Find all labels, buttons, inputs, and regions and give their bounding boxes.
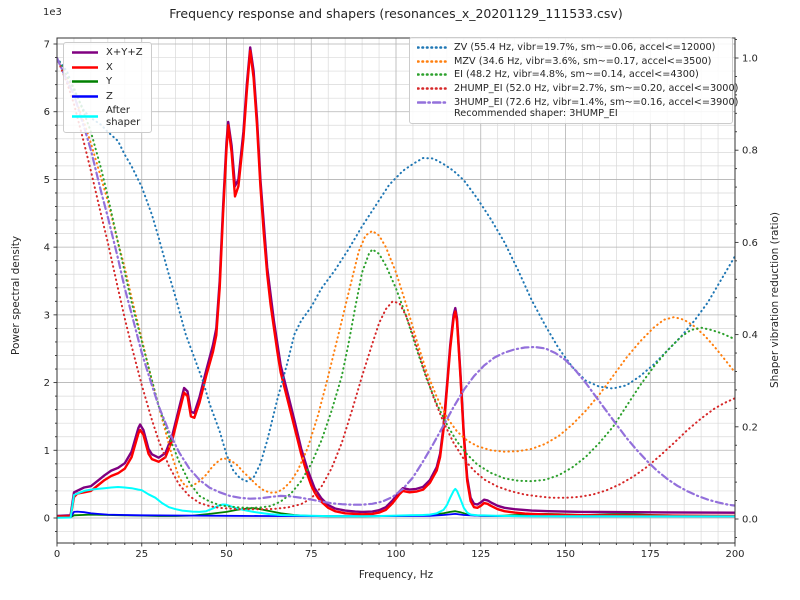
legend-swatch-dotted: [417, 59, 447, 63]
series-ei: [57, 57, 735, 509]
legend-item: After shaper: [71, 105, 143, 128]
legend-item: ZV (55.4 Hz, vibr=19.7%, sm~=0.06, accel…: [417, 42, 724, 53]
x-tick-label: 25: [135, 549, 148, 560]
x-tick-label: 125: [471, 549, 490, 560]
x-tick-label: 150: [556, 549, 575, 560]
legend-swatch-solid: [72, 65, 98, 69]
y-left-tick-label: 3: [44, 310, 50, 321]
legend-label: X: [106, 61, 113, 73]
y-axis-offset-text: 1e3: [43, 7, 62, 18]
legend-item: Z: [71, 91, 143, 103]
y-left-tick-label: 2: [44, 378, 50, 389]
chart-title: Frequency response and shapers (resonanc…: [169, 6, 623, 21]
y-right-tick-label: 1.0: [742, 54, 758, 65]
shaper-legend-rows: ZV (55.4 Hz, vibr=19.7%, sm~=0.06, accel…: [417, 42, 738, 108]
shaper-legend: ZV (55.4 Hz, vibr=19.7%, sm~=0.06, accel…: [409, 37, 738, 124]
recommended-shaper-text: Recommended shaper: 3HUMP_EI: [454, 107, 618, 119]
legend-label: MZV (34.6 Hz, vibr=3.6%, sm~=0.17, accel…: [454, 55, 712, 67]
psd-legend: X+Y+Z X Y Z After shaper: [63, 42, 152, 133]
y-axis-label-left: Power spectral density: [10, 235, 22, 355]
legend-swatch-solid: [72, 94, 98, 98]
y-right-tick-label: 0.0: [742, 515, 758, 526]
legend-item: EI (48.2 Hz, vibr=4.8%, sm~=0.14, accel<…: [417, 69, 724, 80]
legend-swatch-solid: [72, 115, 98, 118]
series-mzv: [57, 57, 735, 494]
y-right-tick-label: 0.4: [742, 330, 758, 341]
y-axis-label-right: Shaper vibration reduction (ratio): [769, 211, 781, 388]
legend-item: 2HUMP_EI (52.0 Hz, vibr=2.7%, sm~=0.20, …: [417, 83, 738, 94]
y-right-tick-label: 0.8: [742, 146, 758, 157]
x-tick-label: 200: [725, 549, 744, 560]
psd-legend-rows: X+Y+Z X Y Z After shaper: [71, 47, 143, 128]
legend-item: X+Y+Z: [71, 47, 143, 59]
x-tick-label: 50: [220, 549, 233, 560]
x-tick-label: 100: [386, 549, 405, 560]
legend-label: 3HUMP_EI (72.6 Hz, vibr=1.4%, sm~=0.16, …: [454, 96, 739, 108]
tick-labels: 0 25 50 75 100 125 150 175 200 0 1 2 3 4 5 6 7 0.0 0.2 0.4 0…: [44, 40, 758, 561]
legend-swatch-solid: [72, 80, 98, 84]
series-group: [57, 46, 735, 519]
y-right-tick-label: 0.6: [742, 238, 758, 249]
legend-label: EI (48.2 Hz, vibr=4.8%, sm~=0.14, accel<…: [454, 69, 699, 81]
series-zv: [57, 57, 735, 483]
series-x: [57, 49, 735, 518]
grid-minor: [57, 38, 735, 543]
legend-label: ZV (55.4 Hz, vibr=19.7%, sm~=0.06, accel…: [454, 42, 716, 53]
series-after-shaper: [57, 486, 735, 519]
y-left-tick-label: 4: [44, 243, 50, 254]
y-right-tick-label: 0.2: [742, 422, 758, 433]
x-axis-label: Frequency, Hz: [358, 569, 434, 581]
x-tick-label: 75: [305, 549, 318, 560]
series-3hump-ei: [57, 56, 735, 507]
legend-item: Y: [71, 76, 143, 88]
series-2hump-ei: [57, 57, 735, 511]
legend-item: MZV (34.6 Hz, vibr=3.6%, sm~=0.17, accel…: [417, 56, 724, 67]
x-tick-label: 175: [641, 549, 660, 560]
legend-label: 2HUMP_EI (52.0 Hz, vibr=2.7%, sm~=0.20, …: [454, 82, 739, 94]
legend-item: X: [71, 62, 143, 74]
legend-swatch-dotted: [417, 73, 447, 77]
legend-label: Z: [106, 90, 113, 102]
legend-item: 3HUMP_EI (72.6 Hz, vibr=1.4%, sm~=0.16, …: [417, 97, 738, 108]
y-left-tick-label: 5: [44, 175, 50, 186]
legend-swatch-dashdot: [417, 100, 447, 104]
ticks: [53, 39, 739, 547]
x-tick-label: 0: [54, 549, 60, 560]
legend-label: X+Y+Z: [106, 47, 143, 58]
legend-swatch-dotted: [417, 46, 447, 49]
recommended-shaper-note: Recommended shaper: 3HUMP_EI: [417, 108, 724, 119]
legend-swatch-dotted: [417, 87, 447, 90]
y-left-tick-label: 1: [44, 446, 50, 457]
legend-swatch-solid: [72, 51, 98, 55]
legend-label: Y: [106, 76, 113, 87]
y-left-tick-label: 7: [44, 40, 50, 51]
y-left-tick-label: 0: [44, 514, 50, 525]
y-left-tick-label: 6: [44, 107, 50, 118]
legend-label: After shaper: [106, 105, 141, 128]
